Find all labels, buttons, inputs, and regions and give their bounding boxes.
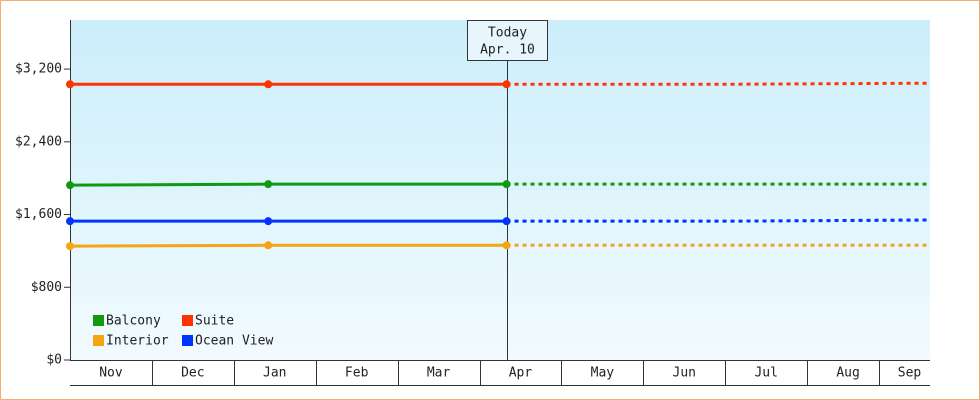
x-tick-label: Jun — [673, 366, 696, 381]
legend-swatch — [182, 315, 193, 326]
legend-label: Interior — [106, 334, 169, 349]
x-tick-label: Jul — [754, 366, 777, 381]
x-tick-label: Mar — [427, 366, 451, 381]
legend-swatch — [93, 335, 104, 346]
legend-label: Ocean View — [195, 334, 273, 349]
point — [502, 241, 511, 250]
today-date: Apr. 10 — [480, 43, 535, 58]
legend-label: Suite — [195, 314, 234, 329]
legend-label: Balcony — [106, 314, 161, 329]
point — [264, 180, 273, 189]
legend-swatch — [182, 335, 193, 346]
line-forecast — [506, 81, 931, 86]
y-tick-label: $3,200 — [15, 62, 62, 77]
line-actual — [69, 182, 507, 187]
y-tick-label: $1,600 — [15, 207, 62, 222]
x-tick-label: Sep — [898, 366, 922, 381]
y-tick-label: $800 — [31, 280, 62, 295]
point — [264, 217, 273, 226]
y-tick-label: $0 — [46, 353, 62, 368]
point — [66, 181, 74, 190]
x-tick-label: Aug — [836, 366, 859, 381]
point — [264, 80, 273, 89]
line-forecast — [506, 218, 931, 223]
point — [502, 180, 511, 189]
x-tick-label: Apr — [509, 366, 533, 381]
today-box — [467, 20, 548, 61]
y-tick-label: $2,400 — [15, 134, 62, 149]
point — [264, 241, 273, 250]
legend-swatch — [93, 315, 104, 326]
x-tick-label: Feb — [345, 366, 369, 381]
point — [502, 217, 511, 226]
point — [502, 80, 511, 89]
today-label: Today — [488, 26, 527, 41]
x-tick-label: Nov — [99, 366, 123, 381]
plot-area — [70, 20, 930, 360]
point — [66, 217, 74, 226]
x-tick-label: May — [591, 366, 615, 381]
point — [66, 242, 74, 251]
point — [66, 80, 74, 89]
line-actual — [69, 243, 507, 248]
x-tick-label: Jan — [263, 366, 286, 381]
x-tick-label: Dec — [181, 366, 204, 381]
